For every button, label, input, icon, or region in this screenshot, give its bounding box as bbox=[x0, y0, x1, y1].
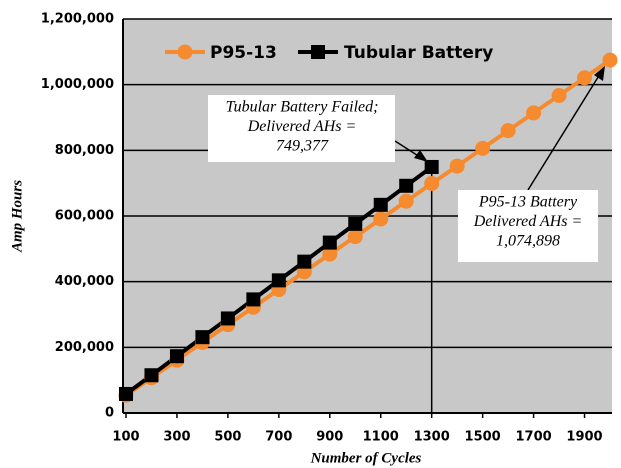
point bbox=[373, 197, 388, 212]
point bbox=[551, 88, 567, 104]
point bbox=[475, 140, 491, 156]
x-tick-label: 900 bbox=[316, 430, 343, 445]
point bbox=[144, 368, 159, 383]
point bbox=[119, 386, 133, 401]
x-tick-label: 300 bbox=[163, 430, 190, 445]
y-tick-label: 600,000 bbox=[55, 209, 114, 224]
point bbox=[399, 178, 414, 193]
x-tick-label: 700 bbox=[265, 430, 292, 445]
x-tick-label: 500 bbox=[214, 430, 241, 445]
point bbox=[271, 273, 286, 288]
point bbox=[195, 330, 210, 345]
arrowhead bbox=[594, 66, 605, 81]
point bbox=[500, 123, 516, 139]
y-tick-label: 200,000 bbox=[55, 340, 114, 355]
annotation-box bbox=[458, 190, 598, 262]
annotation-text: 1,074,898 bbox=[496, 233, 560, 250]
annotation-text: Delivered AHs = bbox=[247, 118, 357, 135]
point bbox=[348, 216, 363, 231]
point bbox=[526, 105, 542, 121]
point bbox=[297, 254, 312, 269]
point bbox=[602, 52, 618, 68]
legend-label: Tubular Battery bbox=[344, 43, 493, 63]
legend-marker bbox=[177, 44, 193, 60]
x-axis-title: Number of Cycles bbox=[310, 450, 422, 466]
legend-marker bbox=[311, 45, 325, 59]
annotation-text: Tubular Battery Failed; bbox=[226, 99, 379, 116]
x-tick-label: 1100 bbox=[363, 430, 399, 445]
point bbox=[424, 175, 440, 191]
y-axis-title: Amp Hours bbox=[9, 180, 25, 253]
point bbox=[577, 70, 593, 86]
x-tick-label: 1700 bbox=[515, 430, 551, 445]
point bbox=[169, 349, 184, 364]
y-tick-label: 1,000,000 bbox=[41, 77, 114, 92]
point bbox=[449, 158, 465, 174]
point bbox=[398, 193, 414, 209]
x-tick-label: 100 bbox=[112, 430, 139, 445]
y-tick-label: 0 bbox=[105, 406, 114, 421]
arrow bbox=[394, 140, 421, 158]
x-tick-label: 1500 bbox=[465, 430, 501, 445]
y-tick-label: 800,000 bbox=[55, 143, 114, 158]
point bbox=[424, 159, 439, 174]
annotation-text: 749,377 bbox=[276, 138, 329, 155]
y-tick-label: 1,200,000 bbox=[41, 12, 114, 27]
arrow bbox=[527, 73, 601, 191]
legend-label: P95-13 bbox=[210, 43, 277, 63]
x-tick-label: 1300 bbox=[414, 430, 450, 445]
point bbox=[220, 311, 235, 326]
x-tick-label: 1900 bbox=[566, 430, 602, 445]
annotation-box bbox=[208, 95, 395, 162]
point bbox=[322, 235, 337, 250]
point bbox=[373, 211, 389, 227]
point bbox=[347, 229, 363, 245]
arrowhead bbox=[414, 150, 428, 162]
annotation-text: Delivered AHs = bbox=[473, 213, 583, 230]
point bbox=[246, 292, 261, 307]
annotation-text: P95-13 Battery bbox=[478, 194, 578, 211]
point bbox=[322, 246, 338, 262]
y-tick-label: 400,000 bbox=[55, 274, 114, 289]
